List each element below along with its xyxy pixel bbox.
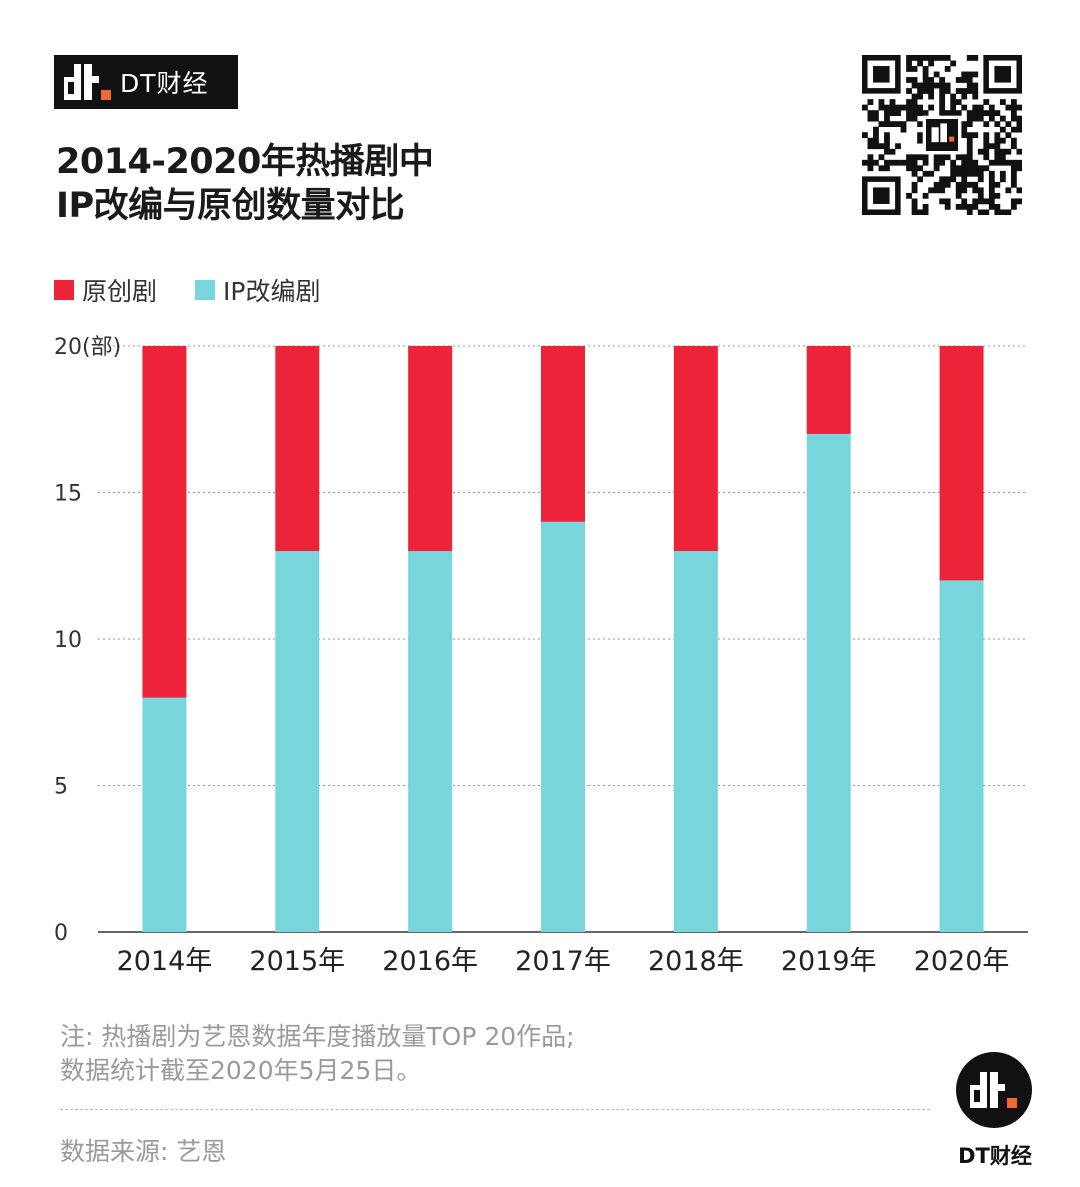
y-tick-label: 0 — [54, 921, 68, 946]
dt-logo-mark-icon — [970, 1072, 1017, 1108]
bar-segment — [408, 551, 453, 932]
bar-segment — [673, 346, 718, 552]
x-tick-label: 2019年 — [781, 946, 877, 977]
x-tick-label: 2016年 — [382, 946, 478, 977]
qr-code — [862, 55, 1022, 215]
y-tick-label: 15 — [54, 482, 82, 507]
x-tick-label: 2020年 — [914, 946, 1010, 977]
y-tick-label: 5 — [54, 775, 68, 800]
y-tick-label: 10 — [54, 628, 82, 653]
bar-segment — [939, 580, 984, 932]
footer-divider — [60, 1109, 930, 1110]
y-tick-label: 20(部) — [54, 335, 121, 360]
title-line-1: 2014-2020年热播剧中 — [56, 142, 434, 182]
legend-label-original: 原创剧 — [82, 277, 158, 306]
logo-caption: DT财经 — [958, 1144, 1032, 1168]
x-tick-label: 2015年 — [249, 946, 345, 977]
bar-segment — [939, 346, 984, 581]
legend-label-ip: IP改编剧 — [223, 277, 321, 306]
title-line-2: IP改编与原创数量对比 — [56, 186, 405, 226]
bar-segment — [806, 346, 851, 434]
bar-segment — [275, 551, 320, 932]
bar-segment — [275, 346, 320, 552]
brand-badge: DT财经 — [54, 55, 238, 109]
legend-item-original: 原创剧 — [54, 272, 157, 308]
brand-name: DT财经 — [120, 69, 209, 98]
legend-item-ip: IP改编剧 — [195, 272, 320, 308]
footnote-line-1: 注: 热播剧为艺恩数据年度播放量TOP 20作品; — [60, 1022, 575, 1051]
chart-title: 2014-2020年热播剧中 IP改编与原创数量对比 — [56, 140, 434, 228]
bar-segment — [541, 346, 585, 522]
dt-logo-circle-icon — [956, 1052, 1032, 1128]
data-source: 数据来源: 艺恩 — [60, 1137, 227, 1166]
bar-segment — [541, 521, 585, 932]
x-tick-label: 2018年 — [648, 946, 744, 977]
bar-segment — [673, 551, 718, 932]
bar-segment — [142, 697, 187, 932]
bar-segment — [408, 346, 453, 552]
legend-swatch-ip — [195, 280, 216, 300]
bar-segment — [806, 433, 851, 932]
x-tick-label: 2017年 — [515, 946, 611, 977]
legend-swatch-original — [54, 280, 74, 300]
bar-segment — [142, 346, 187, 698]
chart-legend: 原创剧 IP改编剧 — [54, 272, 358, 308]
dt-logo-icon — [64, 64, 111, 100]
footnote-line-2: 数据统计截至2020年5月25日。 — [60, 1056, 422, 1085]
bar-chart: 0 5 10 15 20(部) 2014年 2015年 2016年 2017年 2018年 2019… — [54, 335, 1028, 977]
x-tick-label: 2014年 — [117, 946, 213, 977]
footnote: 注: 热播剧为艺恩数据年度播放量TOP 20作品; 数据统计截至2020年5月2… — [60, 1020, 575, 1088]
